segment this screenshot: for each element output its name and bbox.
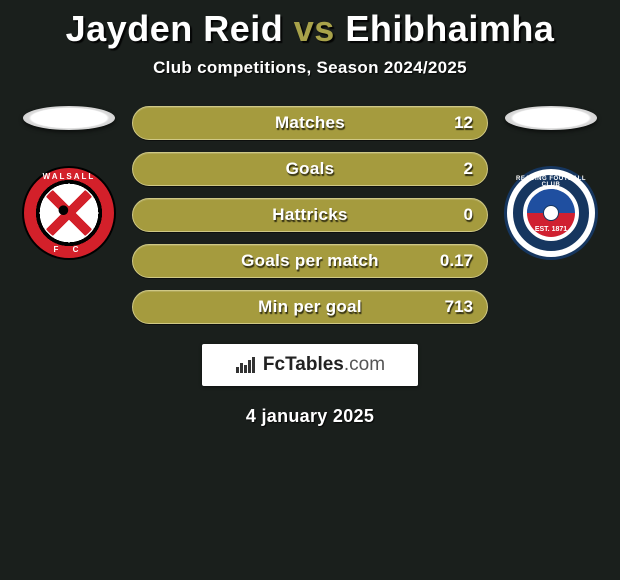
page-title: Jayden Reid vs Ehibhaimha xyxy=(0,8,620,50)
crest-text: F C xyxy=(24,245,114,254)
comparison-card: Jayden Reid vs Ehibhaimha Club competiti… xyxy=(0,0,620,580)
stat-right-value: 12 xyxy=(454,113,473,133)
player1-name: Jayden Reid xyxy=(66,8,284,49)
player2-photo-placeholder xyxy=(505,106,597,130)
subtitle: Club competitions, Season 2024/2025 xyxy=(0,58,620,78)
footer-date: 4 january 2025 xyxy=(0,406,620,427)
player2-name: Ehibhaimha xyxy=(345,8,554,49)
brand-name: FcTables.com xyxy=(263,354,385,376)
crest-text: EST. 1871 xyxy=(507,226,595,233)
stat-label: Goals xyxy=(286,159,335,179)
player1-photo-placeholder xyxy=(23,106,115,130)
left-side: WALSALL F C xyxy=(14,106,124,260)
stat-label: Matches xyxy=(275,113,345,133)
stat-row-hattricks: Hattricks 0 xyxy=(132,198,488,232)
crest-ball-icon xyxy=(543,205,559,221)
stat-right-value: 2 xyxy=(464,159,473,179)
brand-label: FcTables xyxy=(263,354,344,375)
stat-right-value: 0 xyxy=(464,205,473,225)
crest-text: READING FOOTBALL CLUB xyxy=(507,176,595,188)
brand-domain: .com xyxy=(344,354,385,375)
stat-label: Goals per match xyxy=(241,251,379,271)
crest-text: WALSALL xyxy=(24,172,114,181)
stat-right-value: 713 xyxy=(445,297,473,317)
team-crest-walsall: WALSALL F C xyxy=(22,166,116,260)
stat-row-goals-per-match: Goals per match 0.17 xyxy=(132,244,488,278)
team-crest-reading: READING FOOTBALL CLUB EST. 1871 xyxy=(504,166,598,260)
vs-separator: vs xyxy=(294,8,335,49)
stats-column: Matches 12 Goals 2 Hattricks 0 Goals per… xyxy=(124,106,496,324)
stat-label: Min per goal xyxy=(258,297,362,317)
stat-label: Hattricks xyxy=(272,205,347,225)
branding-badge[interactable]: FcTables.com xyxy=(202,344,418,386)
stat-row-min-per-goal: Min per goal 713 xyxy=(132,290,488,324)
stat-right-value: 0.17 xyxy=(440,251,473,271)
stat-row-goals: Goals 2 xyxy=(132,152,488,186)
bar-chart-icon xyxy=(235,356,257,374)
body-row: WALSALL F C Matches 12 Goals 2 Hattricks… xyxy=(0,106,620,324)
right-side: READING FOOTBALL CLUB EST. 1871 xyxy=(496,106,606,260)
stat-row-matches: Matches 12 xyxy=(132,106,488,140)
